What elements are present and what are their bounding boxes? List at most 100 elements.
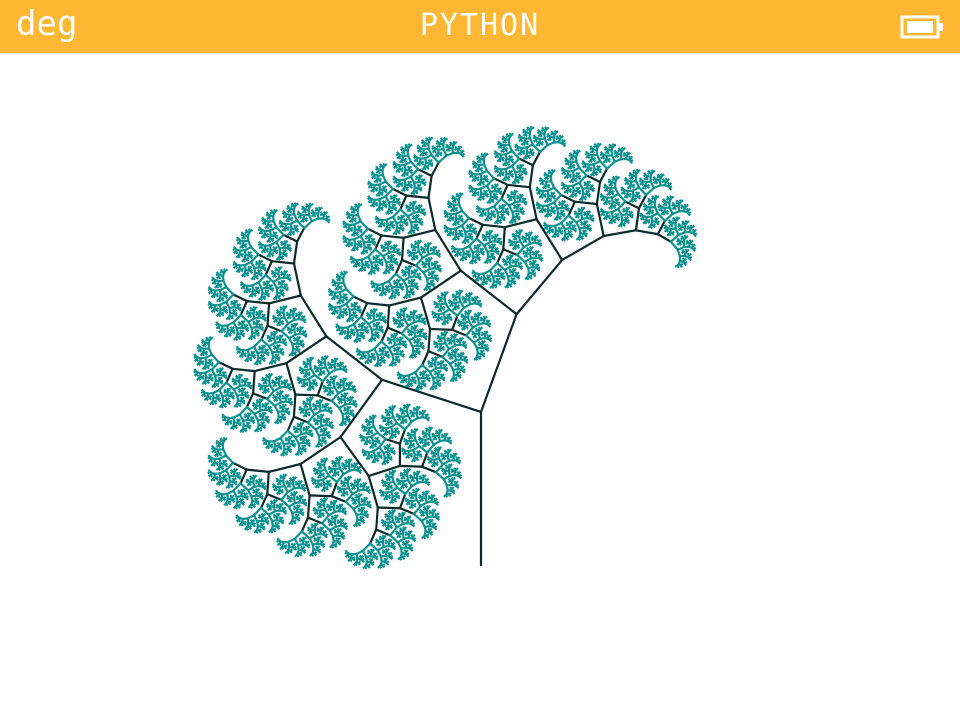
branch bbox=[588, 214, 593, 219]
branch bbox=[582, 212, 588, 217]
branch bbox=[249, 268, 254, 273]
branch bbox=[669, 223, 674, 228]
branch bbox=[447, 352, 452, 357]
branch bbox=[312, 213, 317, 218]
branch bbox=[365, 301, 391, 307]
branch bbox=[567, 188, 573, 193]
branch bbox=[351, 209, 356, 215]
branch bbox=[571, 163, 576, 168]
branch bbox=[519, 264, 524, 269]
branch bbox=[424, 258, 429, 263]
branch bbox=[438, 308, 443, 313]
branch bbox=[388, 340, 393, 345]
branch bbox=[623, 200, 641, 210]
branch bbox=[476, 256, 482, 261]
branch bbox=[539, 256, 544, 261]
branch bbox=[663, 212, 675, 223]
branch bbox=[523, 170, 528, 175]
branch bbox=[280, 291, 286, 296]
branch bbox=[563, 203, 568, 208]
branch bbox=[467, 291, 473, 296]
branch bbox=[494, 220, 499, 225]
branch bbox=[646, 210, 651, 216]
branch bbox=[635, 168, 640, 174]
branch bbox=[497, 158, 502, 163]
branch bbox=[460, 209, 471, 220]
branch bbox=[422, 382, 427, 387]
branch bbox=[420, 177, 425, 183]
branch bbox=[396, 358, 401, 363]
branch bbox=[523, 239, 528, 244]
branch bbox=[540, 127, 546, 132]
branch bbox=[483, 343, 488, 348]
branch bbox=[280, 223, 285, 229]
branch bbox=[381, 222, 386, 227]
branch bbox=[671, 217, 677, 222]
branch bbox=[423, 335, 428, 340]
branch bbox=[247, 287, 252, 292]
branch bbox=[523, 200, 528, 205]
branch bbox=[472, 192, 477, 197]
branch bbox=[517, 135, 522, 140]
branch bbox=[690, 243, 695, 248]
branch bbox=[536, 238, 541, 243]
branch bbox=[359, 355, 365, 361]
branch bbox=[667, 232, 672, 237]
branch bbox=[235, 237, 241, 242]
branch bbox=[224, 367, 235, 385]
branch bbox=[656, 219, 667, 236]
branch bbox=[239, 329, 244, 334]
branch bbox=[367, 233, 372, 238]
branch bbox=[343, 224, 348, 229]
branch bbox=[693, 232, 698, 236]
branch bbox=[392, 244, 397, 249]
branch bbox=[508, 169, 513, 174]
branch bbox=[683, 260, 688, 265]
branch bbox=[473, 245, 478, 250]
branch bbox=[367, 315, 373, 320]
branch bbox=[438, 298, 444, 303]
branch bbox=[559, 229, 564, 234]
branch bbox=[496, 187, 501, 192]
branch bbox=[471, 331, 476, 336]
branch bbox=[395, 312, 400, 317]
branch bbox=[352, 295, 369, 305]
branch bbox=[513, 236, 518, 241]
branch bbox=[520, 210, 525, 215]
branch bbox=[453, 297, 458, 302]
branch bbox=[267, 253, 272, 258]
branch bbox=[394, 164, 399, 170]
branch bbox=[452, 306, 458, 311]
branch bbox=[368, 199, 373, 204]
branch bbox=[265, 212, 270, 217]
branch bbox=[689, 224, 694, 229]
branch bbox=[510, 149, 521, 161]
branch bbox=[359, 331, 364, 336]
branch bbox=[375, 313, 380, 319]
branch bbox=[440, 292, 445, 298]
branch bbox=[269, 360, 274, 365]
branch bbox=[435, 276, 440, 282]
branch bbox=[495, 154, 500, 159]
branch bbox=[462, 239, 467, 245]
branch bbox=[422, 211, 427, 216]
branch bbox=[615, 153, 620, 159]
branch bbox=[299, 462, 311, 497]
branch bbox=[560, 234, 606, 262]
branch bbox=[603, 216, 608, 221]
branch bbox=[285, 225, 290, 231]
branch bbox=[415, 386, 420, 392]
branch bbox=[445, 228, 450, 233]
branch bbox=[565, 235, 570, 240]
branch bbox=[521, 142, 526, 147]
branch bbox=[584, 151, 589, 156]
branch bbox=[428, 136, 433, 141]
branch bbox=[498, 190, 503, 195]
branch bbox=[458, 322, 464, 328]
branch bbox=[276, 356, 281, 361]
branch bbox=[398, 282, 403, 287]
branch bbox=[515, 243, 520, 248]
branch bbox=[330, 494, 348, 504]
branch bbox=[467, 216, 485, 227]
branch bbox=[409, 354, 414, 359]
